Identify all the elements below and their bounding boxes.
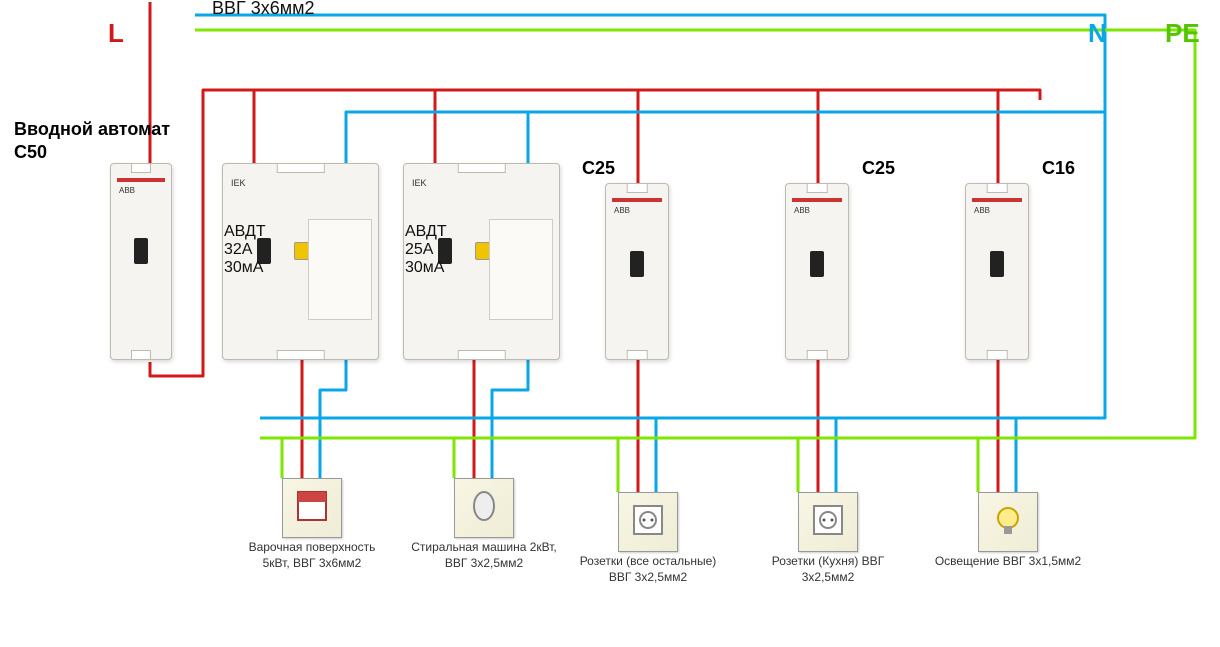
load-caption-hob: Варочная поверхность 5кВт, ВВГ 3х6мм2	[237, 540, 387, 571]
socket-icon	[808, 500, 848, 545]
load-hob	[282, 478, 342, 538]
brand-label: IEK	[231, 178, 246, 188]
bulb-icon	[988, 500, 1028, 545]
toggle[interactable]	[810, 251, 824, 277]
rating-label-cb2: С25	[862, 158, 895, 179]
load-washer	[454, 478, 514, 538]
mcb-cb1[interactable]: ABB	[605, 183, 669, 360]
load-caption-light: Освещение ВВГ 3х1,5мм2	[933, 554, 1083, 570]
brand-label: ABB	[794, 206, 810, 215]
washer-icon	[464, 486, 504, 531]
device-label-avdt2: АВДТ 25А 30мА	[405, 223, 465, 277]
label-l: L	[108, 18, 124, 49]
load-caption-washer: Стиральная машина 2кВт, ВВГ 3х2,5мм2	[409, 540, 559, 571]
load-caption-kitchen: Розетки (Кухня) ВВГ 3х2,5мм2	[753, 554, 903, 585]
main-toggle[interactable]	[134, 238, 148, 264]
hob-icon	[292, 486, 332, 531]
brand-label: IEK	[412, 178, 427, 188]
main-brand: ABB	[119, 186, 135, 195]
brand-label: ABB	[614, 206, 630, 215]
cable-spec-label: ВВГ 3х6мм2	[212, 0, 315, 19]
brand-label: ABB	[974, 206, 990, 215]
socket-icon	[628, 500, 668, 545]
load-sockets	[618, 492, 678, 552]
main-breaker-title: Вводной автомат С50	[14, 118, 170, 163]
mcb-cb3[interactable]: ABB	[965, 183, 1029, 360]
load-kitchen	[798, 492, 858, 552]
main-title-text: Вводной автомат	[14, 119, 170, 139]
rating-label-cb1: С25	[582, 158, 615, 179]
mcb-cb2[interactable]: ABB	[785, 183, 849, 360]
rating-label-cb3: С16	[1042, 158, 1075, 179]
load-light	[978, 492, 1038, 552]
label-pe: PE	[1165, 18, 1200, 49]
device-label-avdt1: АВДТ 32А 30мА	[224, 223, 284, 277]
main-breaker[interactable]: ABB	[110, 163, 172, 360]
load-caption-sockets: Розетки (все остальные) ВВГ 3х2,5мм2	[573, 554, 723, 585]
label-n: N	[1088, 18, 1107, 49]
toggle[interactable]	[630, 251, 644, 277]
main-rating-text: С50	[14, 142, 47, 162]
toggle[interactable]	[990, 251, 1004, 277]
